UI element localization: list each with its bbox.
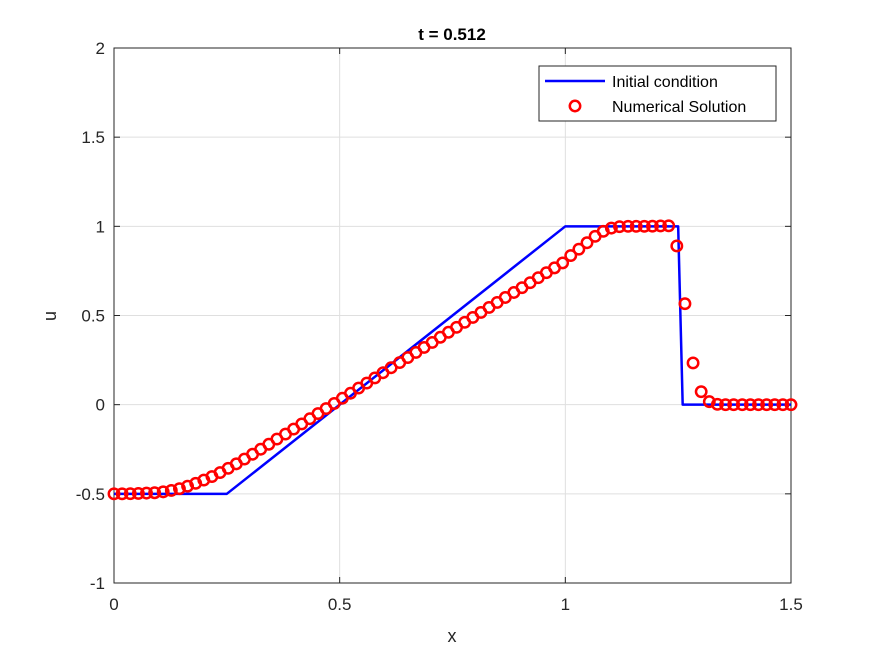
- series-point-numerical-solution: [107, 487, 121, 501]
- y-tick-label: 1: [96, 217, 105, 236]
- tick-layer: 0 0.5 1 1.5 -1 -0.5 0 0.5 1 1.5 2: [76, 39, 803, 614]
- legend: Initial condition Numerical Solution: [538, 65, 777, 122]
- series-point-numerical-solution: [719, 398, 733, 412]
- series-point-numerical-solution: [123, 487, 137, 501]
- series-point-numerical-solution: [710, 397, 724, 411]
- series-point-numerical-solution: [621, 219, 635, 233]
- series-point-numerical-solution: [613, 220, 626, 234]
- series-point-numerical-solution: [629, 219, 643, 233]
- series-point-numerical-solution: [760, 398, 774, 412]
- y-tick-label: 0.5: [81, 307, 105, 326]
- y-tick-label: 2: [96, 39, 105, 58]
- legend-label: Numerical Solution: [612, 99, 746, 116]
- series-point-numerical-solution: [156, 485, 170, 499]
- series-point-numerical-solution: [654, 219, 668, 233]
- series-layer: [107, 219, 798, 501]
- y-tick-label: 1.5: [81, 128, 105, 147]
- series-point-numerical-solution: [181, 479, 195, 493]
- chart-title: t = 0.512: [418, 25, 486, 44]
- series-point-numerical-solution: [645, 219, 659, 233]
- series-point-numerical-solution: [564, 249, 578, 263]
- y-tick-label: -0.5: [76, 485, 105, 504]
- series-point-numerical-solution: [604, 221, 618, 235]
- series-point-numerical-solution: [678, 297, 692, 311]
- series-point-numerical-solution: [662, 219, 676, 233]
- legend-swatch-marker: [568, 99, 582, 113]
- series-point-numerical-solution: [743, 398, 757, 412]
- series-point-numerical-solution: [172, 482, 186, 496]
- series-point-numerical-solution: [140, 486, 153, 500]
- x-tick-label: 1.5: [779, 595, 803, 614]
- legend-label: Initial condition: [612, 74, 718, 91]
- series-point-numerical-solution: [776, 398, 790, 412]
- series-point-numerical-solution: [115, 487, 129, 501]
- y-tick-label: -1: [90, 574, 105, 593]
- series-point-numerical-solution: [702, 395, 716, 409]
- series-point-numerical-solution: [694, 385, 708, 399]
- series-point-numerical-solution: [131, 487, 145, 500]
- series-point-numerical-solution: [580, 236, 594, 250]
- series-point-numerical-solution: [784, 398, 798, 412]
- x-tick-label: 1: [561, 595, 570, 614]
- series-point-numerical-solution: [670, 239, 684, 253]
- series-point-numerical-solution: [164, 483, 178, 497]
- series-point-numerical-solution: [752, 398, 765, 412]
- series-point-numerical-solution: [735, 398, 749, 412]
- y-tick-label: 0: [96, 396, 105, 415]
- y-axis-label: u: [40, 311, 60, 321]
- series-point-numerical-solution: [148, 486, 162, 500]
- x-axis-label: x: [448, 626, 457, 646]
- series-point-numerical-solution: [572, 242, 586, 256]
- series-point-numerical-solution: [768, 398, 782, 412]
- legend-box: [538, 65, 777, 122]
- x-tick-label: 0.5: [328, 595, 352, 614]
- series-point-numerical-solution: [556, 256, 570, 270]
- x-tick-label: 0: [109, 595, 118, 614]
- series-point-numerical-solution: [686, 356, 700, 370]
- series-point-numerical-solution: [637, 219, 651, 233]
- series-point-numerical-solution: [727, 398, 741, 412]
